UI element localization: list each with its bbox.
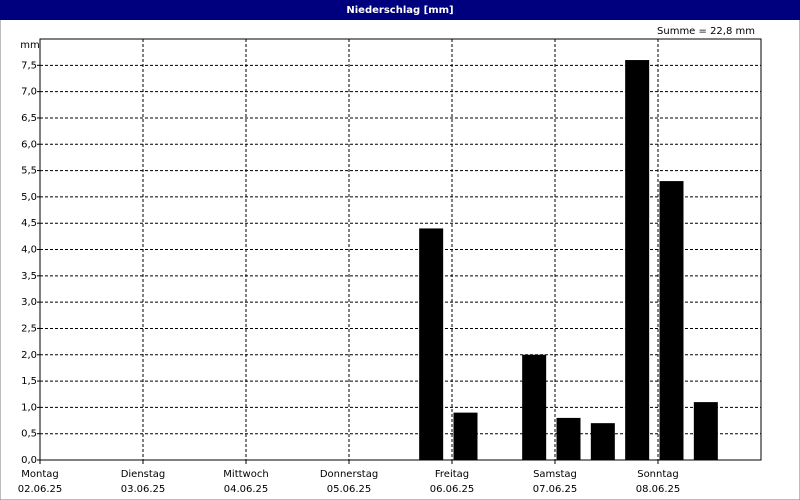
y-tick-label: 3,0	[21, 297, 37, 308]
day-date: 08.06.25	[636, 484, 681, 495]
day-date: 07.06.25	[533, 484, 578, 495]
bar	[556, 417, 581, 460]
y-tick-label: 7,0	[21, 87, 37, 98]
bar	[522, 354, 547, 460]
day-date: 04.06.25	[224, 484, 269, 495]
day-date: 02.06.25	[18, 484, 63, 495]
day-date: 05.06.25	[327, 484, 372, 495]
day-date: 06.06.25	[430, 484, 475, 495]
y-tick-label: 1,0	[21, 402, 37, 413]
y-tick-label: 5,5	[21, 166, 37, 177]
y-tick-label: 2,5	[21, 323, 37, 334]
y-tick-label: 6,5	[21, 113, 37, 124]
day-name: Sonntag	[637, 469, 679, 480]
y-tick-label: 4,5	[21, 218, 37, 229]
y-tick-label: 0,5	[21, 429, 37, 440]
y-tick-label: 1,5	[21, 376, 37, 387]
title-bar	[0, 0, 800, 20]
day-name: Mittwoch	[223, 469, 268, 480]
day-name: Donnerstag	[320, 469, 378, 480]
day-name: Dienstag	[121, 469, 166, 480]
bar	[419, 228, 444, 460]
day-name: Freitag	[435, 469, 469, 480]
day-name: Samstag	[533, 469, 577, 480]
y-tick-label: 5,0	[21, 192, 37, 203]
y-tick-label: 0,0	[21, 455, 37, 466]
day-name: Montag	[21, 469, 58, 480]
y-tick-label: 7,5	[21, 60, 37, 71]
bar	[590, 423, 615, 460]
bar	[693, 402, 718, 460]
bar	[625, 60, 650, 461]
y-tick-label: 3,5	[21, 271, 37, 282]
bar	[453, 412, 478, 460]
chart-title: Niederschlag [mm]	[346, 5, 453, 16]
y-tick-label: 6,0	[21, 139, 37, 150]
y-tick-label: 4,0	[21, 245, 37, 256]
y-tick-label: 2,0	[21, 350, 37, 361]
y-unit: mm	[20, 40, 39, 51]
bar	[659, 181, 684, 460]
day-date: 03.06.25	[121, 484, 166, 495]
annotation: Summe = 22,8 mm	[657, 26, 755, 37]
